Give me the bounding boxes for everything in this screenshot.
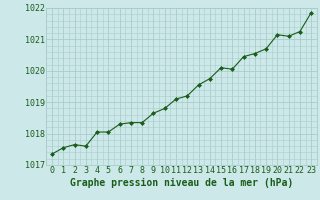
X-axis label: Graphe pression niveau de la mer (hPa): Graphe pression niveau de la mer (hPa) — [70, 178, 293, 188]
